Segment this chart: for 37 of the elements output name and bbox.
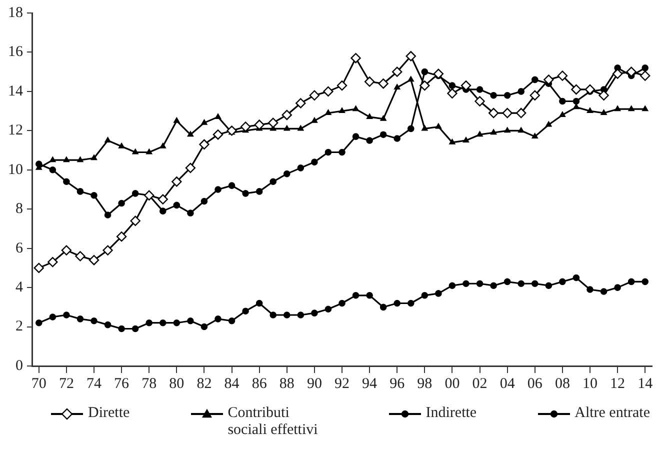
legend-label: Altre entrate [574,405,650,422]
x-tick-label: 12 [610,376,626,392]
x-tick-label: 98 [417,376,432,392]
legend-label: Contributi sociali effettivi [228,405,319,439]
x-tick-label: 90 [306,376,322,392]
x-tick-label: 02 [472,376,488,392]
x-tick-label: 00 [444,376,460,392]
x-tick-label: 78 [142,376,157,392]
legend-label: Dirette [88,405,130,422]
x-tick-label: 10 [582,376,598,392]
x-tick-label: 96 [390,376,406,392]
x-tick-label: 92 [334,376,350,392]
x-tick-label: 82 [196,376,212,392]
x-tick-label: 04 [500,376,516,392]
legend-label: Indirette [426,405,477,422]
y-tick-label: 4 [16,279,24,296]
y-tick-label: 12 [8,122,23,139]
y-tick-label: 14 [8,83,24,100]
y-tick-label: 8 [16,201,23,218]
y-tick-label: 16 [8,44,24,60]
y-tick-label: 6 [16,240,24,256]
x-tick-label: 84 [224,376,240,392]
x-tick-label: 76 [114,376,130,392]
x-tick-label: 94 [362,376,378,392]
x-tick-label: 86 [252,376,268,392]
x-tick-label: 70 [31,376,46,392]
y-tick-label: 0 [16,358,23,374]
x-tick-label: 72 [58,376,74,392]
y-tick-label: 10 [8,162,23,178]
x-tick-label: 14 [638,376,654,392]
y-tick-label: 2 [16,318,23,335]
y-tick-label: 18 [8,4,23,21]
x-tick-label: 74 [86,376,102,392]
x-tick-label: 08 [554,376,570,392]
x-tick-label: 06 [527,376,543,392]
x-tick-label: 80 [169,376,184,392]
x-tick-label: 88 [279,376,294,392]
